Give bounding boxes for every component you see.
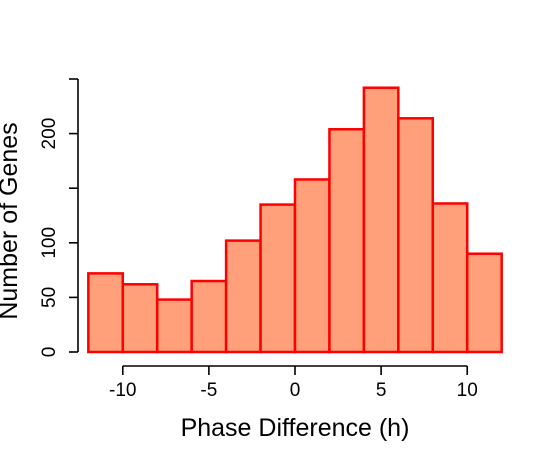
x-axis: -10 -5 0 5 10	[109, 365, 478, 401]
bars-group	[87, 86, 503, 354]
histogram-bar	[87, 272, 125, 354]
x-tick-label: -5	[200, 380, 217, 401]
histogram-bar	[431, 202, 469, 354]
x-tick-label: 5	[376, 380, 387, 401]
histogram-bar	[190, 279, 228, 354]
x-tick-label: 10	[457, 380, 478, 401]
y-tick-label: 50	[39, 287, 60, 308]
x-tick-label: 0	[290, 380, 301, 401]
histogram-bar	[328, 127, 366, 354]
x-tick-label: -10	[109, 380, 136, 401]
histogram-bar	[293, 178, 331, 354]
y-tick-label: 0	[39, 347, 60, 358]
histogram-bar	[362, 86, 400, 354]
y-tick-label: 100	[39, 227, 60, 259]
histogram-bar	[397, 117, 435, 354]
y-axis: 0 50 100 200	[39, 78, 79, 358]
histogram-bar	[259, 203, 297, 354]
histogram-bar	[155, 298, 193, 354]
x-axis-title: Phase Difference (h)	[181, 414, 410, 442]
histogram-bar	[224, 239, 262, 354]
y-axis-title: Number of Genes	[0, 122, 23, 319]
histogram-bar	[121, 283, 159, 354]
y-tick-label: 200	[39, 118, 60, 150]
histogram-bar	[465, 252, 503, 354]
